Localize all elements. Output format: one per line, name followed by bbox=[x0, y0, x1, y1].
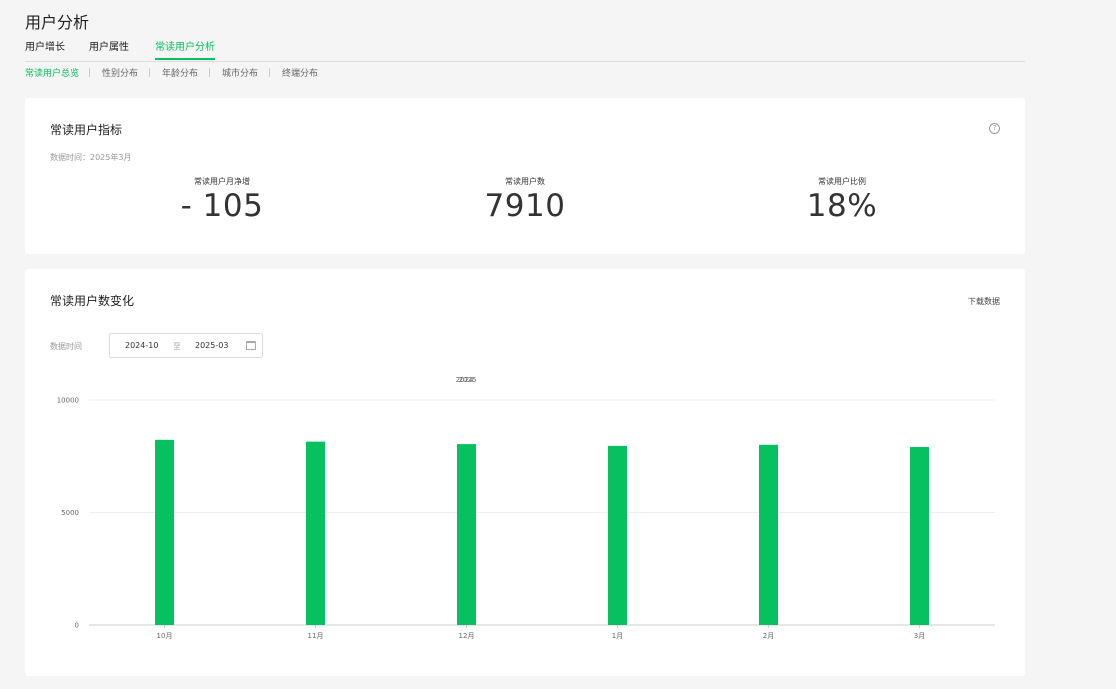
metric-label: 常读用户月净增 bbox=[194, 177, 250, 186]
subtab-divider bbox=[149, 68, 150, 77]
range-separator: 至 bbox=[173, 342, 181, 351]
x-tick-label: 1月 bbox=[612, 632, 623, 640]
bar bbox=[306, 441, 325, 625]
metric-value: - 105 bbox=[180, 188, 264, 224]
x-tick-label: 11月 bbox=[308, 632, 324, 640]
x-tick-label: 2月 bbox=[763, 632, 774, 640]
subtab-divider bbox=[89, 68, 90, 77]
tab-user-attributes[interactable]: 用户属性 bbox=[89, 42, 129, 53]
trend-card: 常读用户数变化 下载数据 数据时间 2024-10 至 2025-03 0 500… bbox=[25, 269, 1025, 676]
subtab-gender[interactable]: 性别分布 bbox=[102, 69, 139, 79]
metric-value: 7910 bbox=[484, 188, 566, 224]
x-tick-label: 12月 bbox=[459, 632, 475, 640]
range-start[interactable]: 2024-10 bbox=[125, 341, 159, 350]
subtab-overview[interactable]: 常读用户总览 bbox=[25, 69, 80, 79]
metric-value: 18% bbox=[806, 188, 878, 224]
bar bbox=[910, 447, 929, 625]
metric-label: 常读用户数 bbox=[505, 177, 545, 186]
y-tick-label: 10000 bbox=[57, 397, 79, 405]
metric-frequent-user-ratio: 常读用户比例 18% bbox=[742, 176, 942, 223]
tab-user-growth[interactable]: 用户增长 bbox=[25, 42, 65, 53]
download-data-link[interactable]: 下载数据 bbox=[968, 297, 1000, 306]
data-time-text: 数据时间：2025年3月 bbox=[50, 153, 132, 162]
metric-monthly-net-growth: 常读用户月净增 - 105 bbox=[122, 176, 322, 223]
x-tick-label: 10月 bbox=[157, 632, 173, 640]
subtab-age[interactable]: 年龄分布 bbox=[162, 69, 199, 79]
bar bbox=[457, 444, 476, 625]
year-label: 2024 bbox=[456, 376, 474, 384]
page-title: 用户分析 bbox=[25, 13, 90, 32]
subtab-city[interactable]: 城市分布 bbox=[222, 69, 259, 79]
subtab-divider bbox=[269, 68, 270, 77]
date-range-picker[interactable]: 2024-10 至 2025-03 bbox=[109, 333, 263, 358]
main-tabs: 用户增长 用户属性 常读用户分析 bbox=[25, 41, 1025, 62]
trend-card-title: 常读用户数变化 bbox=[50, 294, 135, 308]
metrics-card: 常读用户指标 ? 数据时间：2025年3月 常读用户月净增 - 105 常读用户… bbox=[25, 98, 1025, 254]
question-circle-icon[interactable]: ? bbox=[989, 123, 1000, 134]
x-tick-label: 3月 bbox=[914, 632, 925, 640]
calendar-icon[interactable] bbox=[246, 341, 256, 350]
subtab-device[interactable]: 终端分布 bbox=[282, 69, 319, 79]
metric-frequent-user-count: 常读用户数 7910 bbox=[425, 176, 625, 223]
bar bbox=[155, 439, 174, 625]
date-range-label: 数据时间 bbox=[50, 342, 82, 351]
bar bbox=[608, 445, 627, 625]
bar bbox=[759, 444, 778, 625]
metric-label: 常读用户比例 bbox=[818, 177, 866, 186]
subtab-divider bbox=[209, 68, 210, 77]
y-tick-label: 0 bbox=[75, 622, 79, 630]
year-label: 2025 bbox=[459, 376, 477, 384]
y-tick-label: 5000 bbox=[61, 509, 79, 517]
range-end[interactable]: 2025-03 bbox=[195, 341, 229, 350]
tab-frequent-user-analysis[interactable]: 常读用户分析 bbox=[155, 41, 215, 60]
metrics-card-title: 常读用户指标 bbox=[50, 123, 123, 137]
